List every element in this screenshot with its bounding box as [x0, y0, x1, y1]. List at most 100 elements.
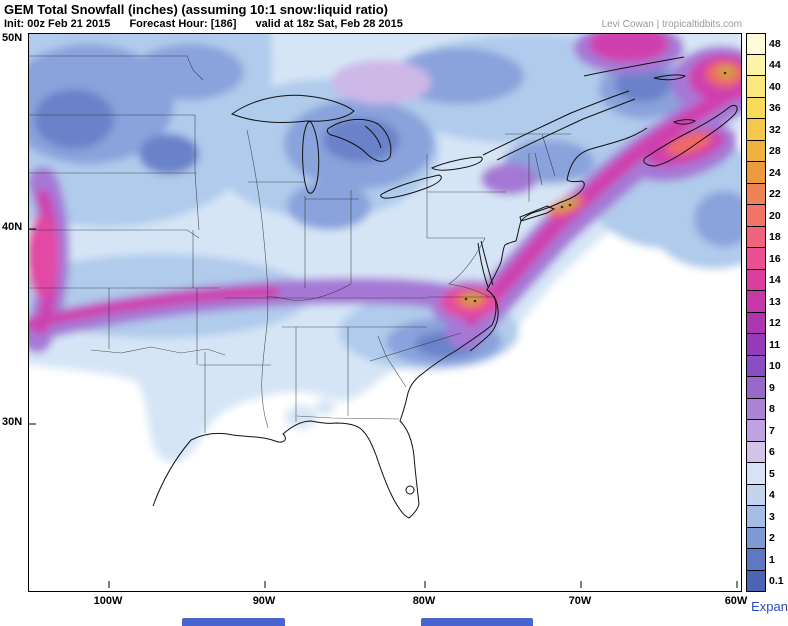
colorbar-cell: 7 [746, 420, 788, 442]
colorbar-label: 5 [769, 467, 775, 480]
colorbar-swatch [746, 420, 766, 442]
colorbar-cell: 2 [746, 527, 788, 549]
colorbar-swatch [746, 570, 766, 592]
colorbar-label: 18 [769, 231, 781, 244]
colorbar-label: 2 [769, 532, 775, 545]
lat-label-40n: 40N [2, 221, 23, 233]
colorbar: 48 44 40 36 32 28 24 22 20 18 16 14 13 12 11 10 9 8 7 6 5 4 3 2… [746, 33, 788, 592]
colorbar-cell: 40 [746, 76, 788, 98]
colorbar-label: 40 [769, 80, 781, 93]
colorbar-swatch [746, 205, 766, 227]
colorbar-cell: 44 [746, 54, 788, 76]
colorbar-label: 16 [769, 252, 781, 265]
colorbar-label: 20 [769, 209, 781, 222]
snowfall-field-layer [4, 22, 774, 599]
colorbar-cell: 28 [746, 140, 788, 162]
colorbar-cell: 48 [746, 33, 788, 55]
colorbar-cell: 12 [746, 312, 788, 334]
colorbar-cells: 48 44 40 36 32 28 24 22 20 18 16 14 13 12 11 10 9 8 7 6 5 4 3 2… [746, 33, 788, 592]
forecast-hour: Forecast Hour: [186] [129, 18, 237, 30]
lon-label-70w: 70W [568, 595, 592, 607]
lon-label-90w: 90W [252, 595, 276, 607]
colorbar-label: 28 [769, 145, 781, 158]
state-borders-layer [29, 55, 571, 433]
colorbar-label: 32 [769, 123, 781, 136]
colorbar-swatch [746, 97, 766, 119]
colorbar-label: 12 [769, 317, 781, 330]
colorbar-label: 14 [769, 274, 781, 287]
colorbar-label: 9 [769, 381, 775, 394]
colorbar-label: 13 [769, 295, 781, 308]
colorbar-cell: 6 [746, 441, 788, 463]
lat-label-30n: 30N [2, 416, 23, 428]
colorbar-label: 4 [769, 489, 775, 502]
colorbar-label: 0.1 [769, 575, 784, 588]
colorbar-swatch [746, 54, 766, 76]
colorbar-cell: 14 [746, 269, 788, 291]
colorbar-cell: 4 [746, 484, 788, 506]
colorbar-swatch [746, 248, 766, 270]
colorbar-cell: 18 [746, 226, 788, 248]
colorbar-label: 7 [769, 424, 775, 437]
colorbar-swatch [746, 527, 766, 549]
lon-label-100w: 100W [93, 595, 123, 607]
valid-time: valid at 18z Sat, Feb 28 2015 [255, 18, 403, 30]
colorbar-cell: 8 [746, 398, 788, 420]
colorbar-label: 10 [769, 360, 781, 373]
colorbar-swatch [746, 312, 766, 334]
colorbar-label: 3 [769, 510, 775, 523]
colorbar-swatch [746, 377, 766, 399]
colorbar-swatch [746, 119, 766, 141]
colorbar-cell: 0.1 [746, 570, 788, 592]
colorbar-label: 36 [769, 102, 781, 115]
colorbar-swatch [746, 183, 766, 205]
init-time: Init: 00z Feb 21 2015 [4, 18, 111, 30]
colorbar-swatch [746, 140, 766, 162]
colorbar-label: 11 [769, 338, 781, 351]
colorbar-label: 24 [769, 166, 781, 179]
expand-link[interactable]: Expan [751, 599, 788, 614]
colorbar-label: 8 [769, 403, 775, 416]
colorbar-swatch [746, 226, 766, 248]
partial-button-right[interactable] [421, 618, 533, 626]
terrain-speckle-layer [464, 71, 727, 303]
lon-label-60w: 60W [724, 595, 748, 607]
colorbar-cell: 5 [746, 463, 788, 485]
colorbar-swatch [746, 291, 766, 313]
lat-label-50n: 50N [2, 32, 23, 44]
run-info-line: Init: 00z Feb 21 2015 Forecast Hour: [18… [4, 18, 419, 30]
colorbar-swatch [746, 334, 766, 356]
map-title: GEM Total Snowfall (inches) (assuming 10… [4, 2, 389, 17]
colorbar-swatch [746, 398, 766, 420]
colorbar-swatch [746, 76, 766, 98]
colorbar-swatch [746, 162, 766, 184]
colorbar-swatch [746, 484, 766, 506]
colorbar-cell: 3 [746, 506, 788, 528]
colorbar-swatch [746, 506, 766, 528]
credit-text: Levi Cowan | tropicaltidbits.com [601, 19, 742, 30]
colorbar-cell: 32 [746, 119, 788, 141]
colorbar-cell: 24 [746, 162, 788, 184]
colorbar-cell: 11 [746, 334, 788, 356]
colorbar-label: 22 [769, 188, 781, 201]
colorbar-swatch [746, 463, 766, 485]
colorbar-label: 1 [769, 553, 775, 566]
colorbar-label: 6 [769, 446, 775, 459]
colorbar-cell: 20 [746, 205, 788, 227]
great-lakes-layer [230, 94, 483, 495]
axis-ticks [29, 228, 738, 588]
lon-label-80w: 80W [412, 595, 436, 607]
colorbar-label: 48 [769, 37, 781, 50]
partial-button-left[interactable] [182, 618, 285, 626]
colorbar-cell: 22 [746, 183, 788, 205]
colorbar-swatch [746, 355, 766, 377]
coastline-layer [152, 56, 738, 519]
colorbar-cell: 13 [746, 291, 788, 313]
colorbar-label: 44 [769, 59, 781, 72]
colorbar-swatch [746, 33, 766, 55]
colorbar-cell: 10 [746, 355, 788, 377]
colorbar-cell: 9 [746, 377, 788, 399]
colorbar-swatch [746, 269, 766, 291]
colorbar-cell: 36 [746, 97, 788, 119]
colorbar-swatch [746, 441, 766, 463]
